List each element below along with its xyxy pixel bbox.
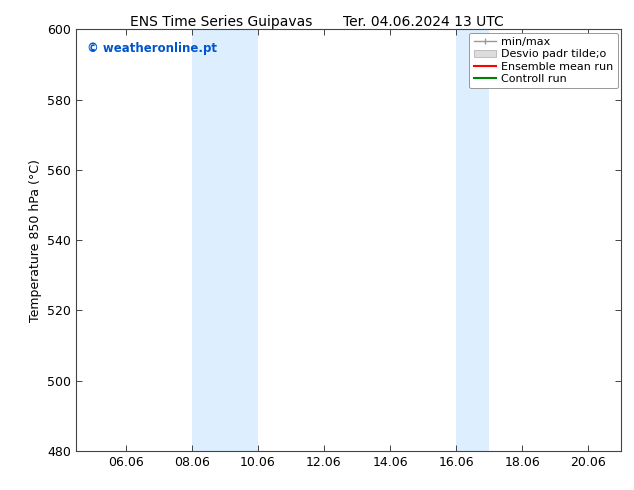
Bar: [191, 29, 258, 451]
Legend: min/max, Desvio padr tilde;o, Ensemble mean run, Controll run: min/max, Desvio padr tilde;o, Ensemble m…: [469, 33, 618, 88]
Text: © weatheronline.pt: © weatheronline.pt: [87, 42, 217, 55]
Bar: [456, 29, 489, 451]
Text: ENS Time Series Guipavas       Ter. 04.06.2024 13 UTC: ENS Time Series Guipavas Ter. 04.06.2024…: [130, 15, 504, 29]
Y-axis label: Temperature 850 hPa (°C): Temperature 850 hPa (°C): [29, 159, 42, 321]
